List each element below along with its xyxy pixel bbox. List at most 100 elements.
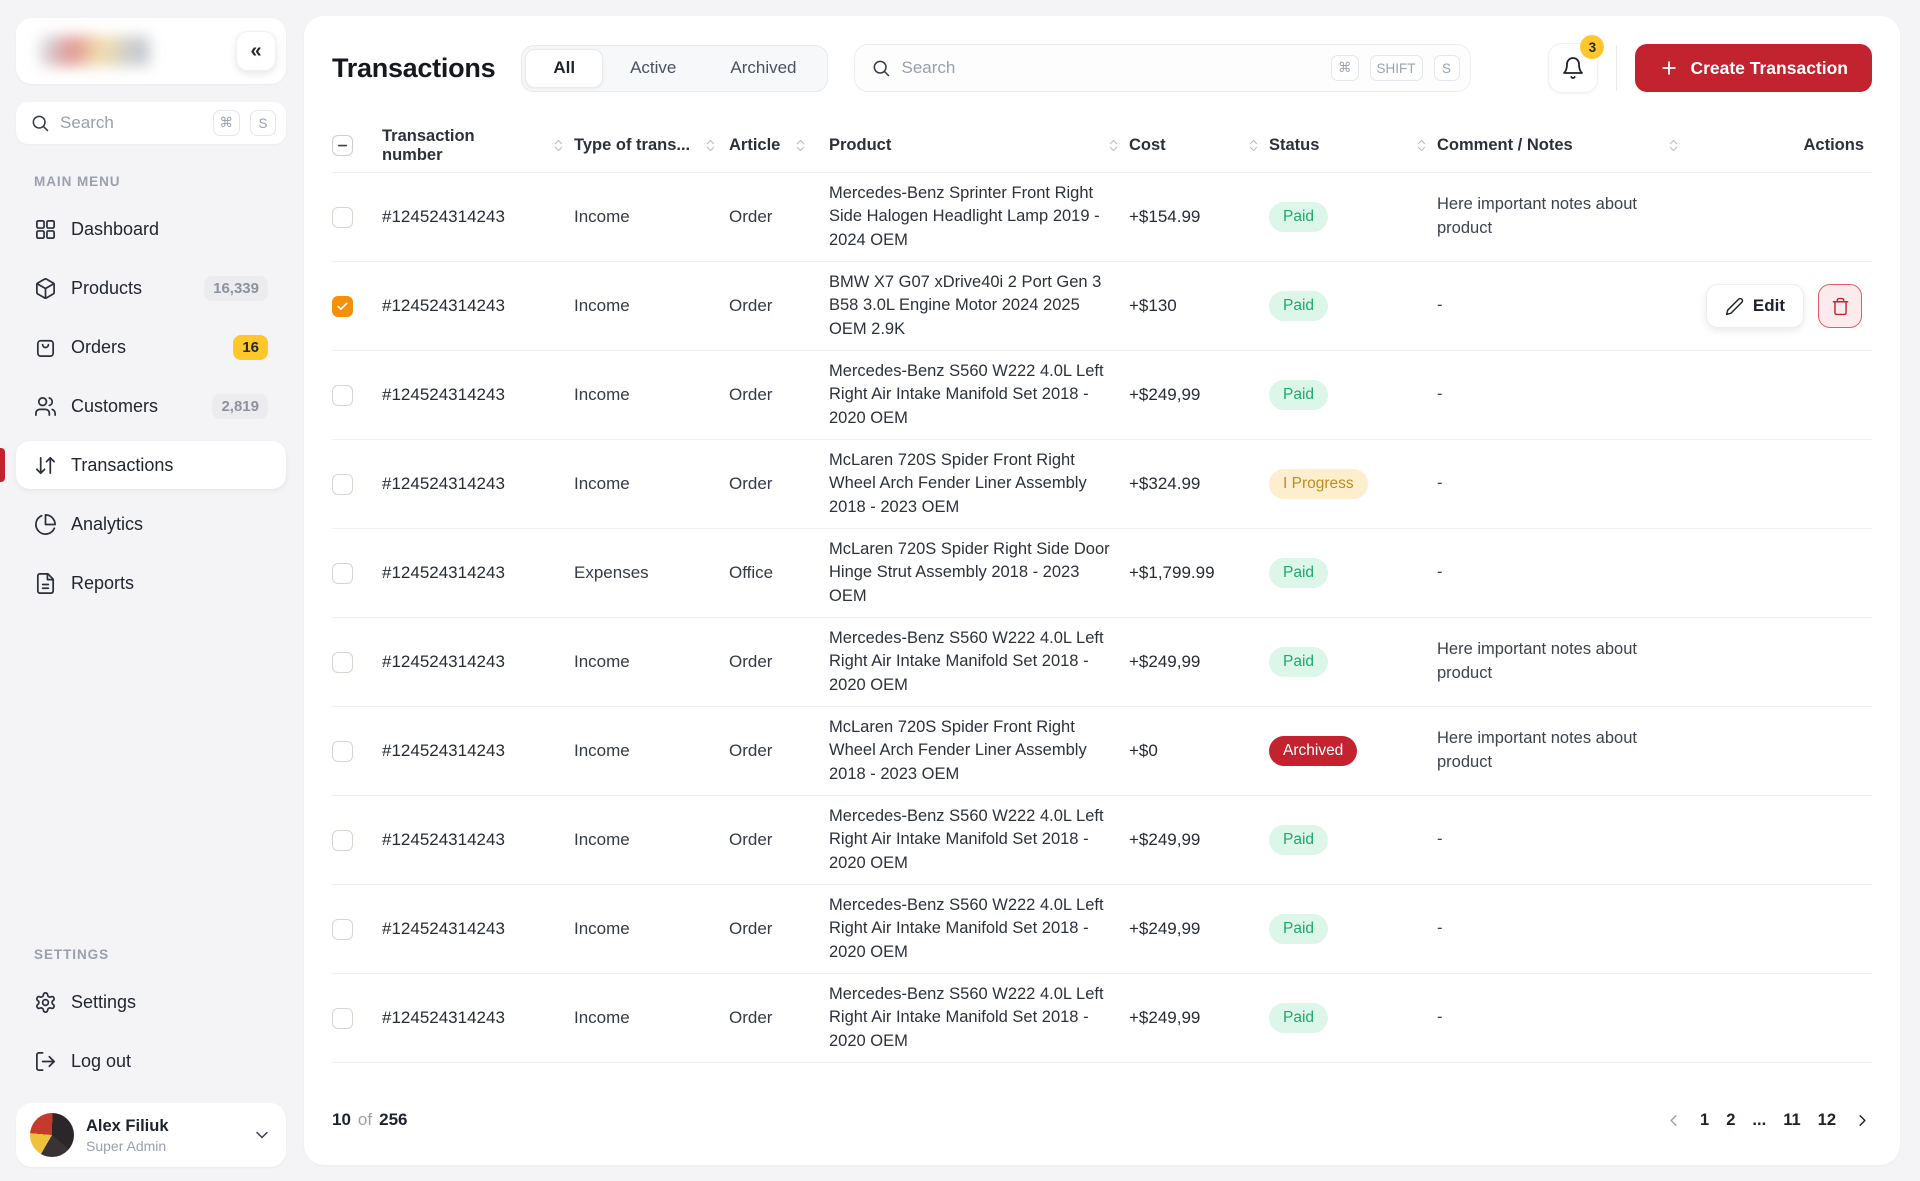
page-12[interactable]: 12 <box>1818 1111 1836 1130</box>
table-row: #124524314243 Expenses Office McLaren 72… <box>332 529 1872 618</box>
edit-button[interactable]: Edit <box>1706 284 1804 328</box>
page-2[interactable]: 2 <box>1726 1111 1735 1130</box>
transaction-number: #124524314243 <box>382 385 574 405</box>
file-text-icon <box>34 572 57 595</box>
cost: +$249,99 <box>1129 652 1269 672</box>
transaction-number: #124524314243 <box>382 1008 574 1028</box>
sidebar-item-dashboard[interactable]: Dashboard <box>16 205 286 253</box>
column-header-type[interactable]: Type of trans... <box>574 136 729 155</box>
cost: +$249,99 <box>1129 385 1269 405</box>
sidebar-item-reports[interactable]: Reports <box>16 559 286 607</box>
checkbox-cell <box>332 1008 382 1029</box>
column-header-transaction-number[interactable]: Transaction number <box>382 127 574 165</box>
status-cell: Paid <box>1269 647 1437 677</box>
sidebar-item-settings[interactable]: Settings <box>16 978 286 1026</box>
page-11[interactable]: 11 <box>1783 1111 1800 1130</box>
column-label: Transaction number <box>382 127 538 165</box>
transaction-type: Income <box>574 1008 729 1028</box>
create-transaction-button[interactable]: Create Transaction <box>1635 44 1872 92</box>
total-count: 256 <box>379 1110 407 1130</box>
row-checkbox[interactable] <box>332 919 353 940</box>
comment-notes: - <box>1437 917 1689 941</box>
column-label: Status <box>1269 136 1319 155</box>
table-row: #124524314243 Income Order Mercedes-Benz… <box>332 173 1872 262</box>
check-icon <box>336 300 349 313</box>
page-title: Transactions <box>332 53 495 84</box>
row-checkbox[interactable] <box>332 652 353 673</box>
row-checkbox[interactable] <box>332 385 353 406</box>
tab-active[interactable]: Active <box>603 49 703 88</box>
main-content: Transactions All Active Archived Search … <box>302 0 1920 1181</box>
search-icon <box>871 58 891 78</box>
chevron-left-icon[interactable] <box>1664 1111 1683 1130</box>
sort-icon[interactable] <box>1246 138 1261 153</box>
sidebar-item-transactions[interactable]: Transactions <box>16 441 286 489</box>
sort-icon[interactable] <box>1414 138 1429 153</box>
status-badge: Paid <box>1269 558 1328 588</box>
row-checkbox[interactable] <box>332 474 353 495</box>
sidebar-item-products[interactable]: Products 16,339 <box>16 264 286 312</box>
column-label: Product <box>829 136 891 155</box>
select-all-checkbox[interactable] <box>332 135 353 156</box>
kbd-cmd: ⌘ <box>1331 55 1359 81</box>
pencil-icon <box>1725 297 1744 316</box>
sort-icon[interactable] <box>793 138 808 153</box>
tab-archived[interactable]: Archived <box>703 49 823 88</box>
actions-cell: Edit <box>1689 284 1872 328</box>
products-count-badge: 16,339 <box>204 276 268 301</box>
transaction-number: #124524314243 <box>382 474 574 494</box>
comment-notes: - <box>1437 294 1689 318</box>
row-checkbox[interactable] <box>332 1008 353 1029</box>
article: Order <box>729 919 829 939</box>
transaction-type: Income <box>574 919 729 939</box>
status-cell: Paid <box>1269 202 1437 232</box>
header-actions: 3 Create Transaction <box>1548 43 1872 93</box>
sort-icon[interactable] <box>1666 138 1681 153</box>
sidebar-item-logout[interactable]: Log out <box>16 1037 286 1085</box>
row-actions: Edit <box>1706 284 1862 328</box>
search-icon <box>30 113 50 133</box>
transaction-type: Income <box>574 207 729 227</box>
checkbox-cell <box>332 385 382 406</box>
tab-all[interactable]: All <box>525 49 603 88</box>
search-input[interactable]: Search ⌘ SHIFT S <box>854 44 1471 92</box>
row-checkbox[interactable] <box>332 830 353 851</box>
cost: +$1,799.99 <box>1129 563 1269 583</box>
column-header-comment[interactable]: Comment / Notes <box>1437 136 1689 155</box>
column-header-product[interactable]: Product <box>829 136 1129 155</box>
cost: +$249,99 <box>1129 1008 1269 1028</box>
sort-icon[interactable] <box>551 138 566 153</box>
sidebar-search-input[interactable]: Search ⌘ S <box>16 102 286 144</box>
article: Order <box>729 474 829 494</box>
row-checkbox[interactable] <box>332 741 353 762</box>
status-badge: I Progress <box>1269 469 1368 499</box>
page-1[interactable]: 1 <box>1700 1111 1709 1130</box>
table-footer: 10 of 256 1 2 ... 11 12 <box>332 1075 1872 1165</box>
notifications-button[interactable]: 3 <box>1548 43 1598 93</box>
column-header-cost[interactable]: Cost <box>1129 136 1269 155</box>
checkbox-cell <box>332 296 382 317</box>
transaction-number: #124524314243 <box>382 652 574 672</box>
table-row: #124524314243 Income Order Mercedes-Benz… <box>332 885 1872 974</box>
row-checkbox[interactable] <box>332 207 353 228</box>
product-name: Mercedes-Benz S560 W222 4.0L Left Right … <box>829 805 1129 874</box>
user-profile-card[interactable]: Alex Filiuk Super Admin <box>16 1103 286 1167</box>
transaction-type: Expenses <box>574 563 729 583</box>
column-header-status[interactable]: Status <box>1269 136 1437 155</box>
delete-button[interactable] <box>1818 284 1862 328</box>
row-checkbox[interactable] <box>332 296 353 317</box>
sidebar-item-customers[interactable]: Customers 2,819 <box>16 382 286 430</box>
comment-notes: - <box>1437 561 1689 585</box>
sidebar-item-analytics[interactable]: Analytics <box>16 500 286 548</box>
sort-icon[interactable] <box>1106 138 1121 153</box>
row-checkbox[interactable] <box>332 563 353 584</box>
chevron-right-icon[interactable] <box>1853 1111 1872 1130</box>
table-row: #124524314243 Income Order Mercedes-Benz… <box>332 796 1872 885</box>
sidebar-item-orders[interactable]: Orders 16 <box>16 323 286 371</box>
article: Office <box>729 563 829 583</box>
column-header-article[interactable]: Article <box>729 136 829 155</box>
sidebar-collapse-button[interactable]: « <box>236 31 276 71</box>
product-name: McLaren 720S Spider Front Right Wheel Ar… <box>829 449 1129 518</box>
sort-icon[interactable] <box>703 138 718 153</box>
main-menu-label: MAIN MENU <box>16 174 286 189</box>
